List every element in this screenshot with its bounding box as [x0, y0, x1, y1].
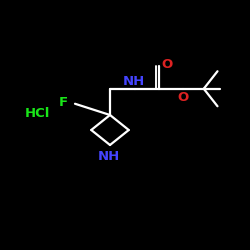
Text: O: O	[161, 58, 172, 71]
Text: O: O	[178, 91, 189, 104]
Text: NH: NH	[123, 75, 146, 88]
Text: NH: NH	[98, 150, 120, 163]
Text: HCl: HCl	[25, 107, 50, 120]
Text: F: F	[59, 96, 68, 109]
